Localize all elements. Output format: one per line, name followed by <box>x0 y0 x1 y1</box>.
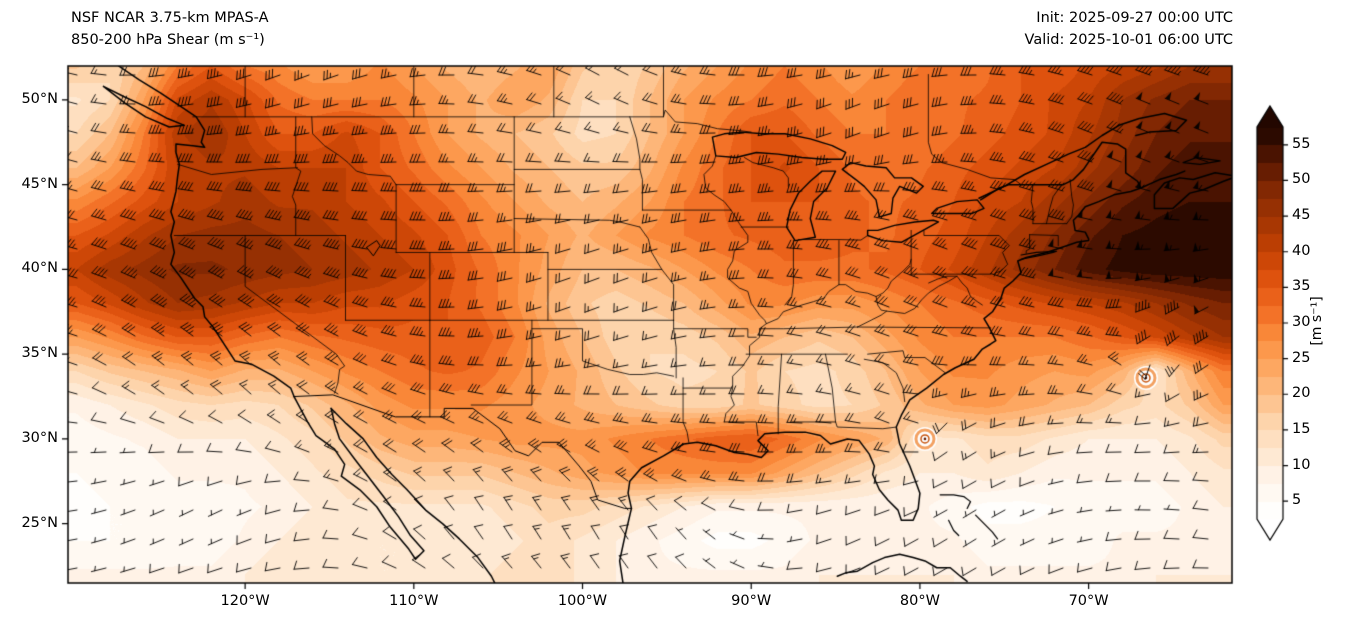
field-title: 850-200 hPa Shear (m s⁻¹) <box>71 32 265 48</box>
model-title: NSF NCAR 3.75-km MPAS-A <box>71 10 269 26</box>
colorbar-tick-label: 20 <box>1292 385 1311 402</box>
colorbar-tick-label: 45 <box>1292 207 1311 224</box>
y-tick-label: 45°N <box>21 175 58 192</box>
y-tick-label: 25°N <box>21 514 58 531</box>
colorbar-tick-label: 25 <box>1292 349 1311 366</box>
run-time-block: Init: 2025-09-27 00:00 UTC Valid: 2025-1… <box>1025 7 1233 51</box>
x-tick-label: 80°W <box>899 593 940 609</box>
colorbar-tick-label: 10 <box>1292 456 1311 473</box>
colorbar-tick-label: 15 <box>1292 420 1311 437</box>
x-tick-label: 70°W <box>1068 593 1109 609</box>
colorbar-unit-label: [m s⁻¹] <box>1309 296 1325 346</box>
x-tick-label: 100°W <box>557 593 608 609</box>
colorbar-tick-label: 30 <box>1292 314 1311 330</box>
x-tick-label: 110°W <box>389 593 439 609</box>
y-tick-label: 50°N <box>21 90 58 107</box>
y-tick-label: 35°N <box>21 345 58 362</box>
colorbar-tick-label: 40 <box>1292 242 1311 259</box>
init-time-label: Init: 2025-09-27 00:00 UTC <box>1036 10 1233 26</box>
x-tick-label: 90°W <box>731 593 772 609</box>
plot-title-block: NSF NCAR 3.75-km MPAS-A 850-200 hPa Shea… <box>71 7 269 51</box>
colorbar-tick-label: 5 <box>1292 492 1302 509</box>
colorbar-tick-label: 50 <box>1292 171 1311 188</box>
y-tick-label: 30°N <box>21 429 58 446</box>
y-tick-label: 40°N <box>21 260 58 277</box>
colorbar-tick-label: 35 <box>1292 278 1311 295</box>
colorbar-tick-label: 55 <box>1292 135 1311 152</box>
x-tick-label: 120°W <box>220 593 270 609</box>
valid-time-label: Valid: 2025-10-01 06:00 UTC <box>1024 32 1233 48</box>
